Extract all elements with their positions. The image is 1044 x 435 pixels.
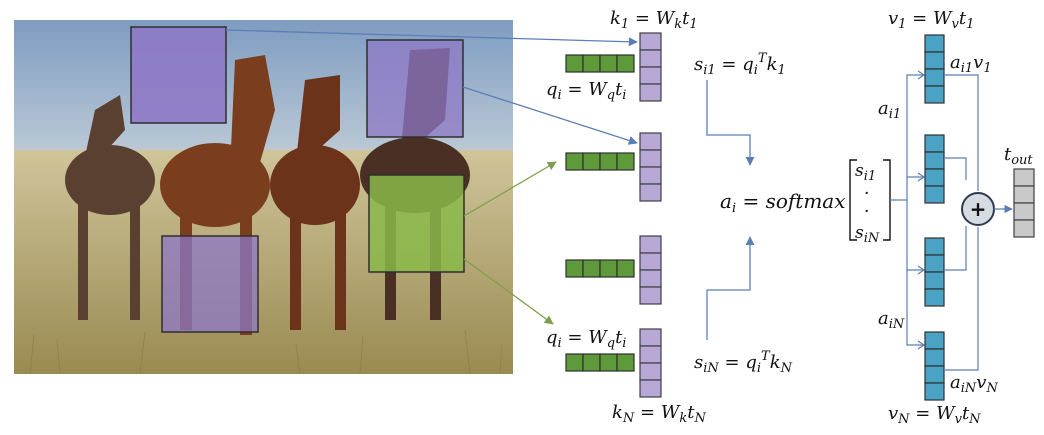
key-vector-3: [639, 235, 662, 305]
patch-key-bottom: [161, 235, 259, 333]
label-ai1: ai1: [878, 98, 901, 122]
arrow-green-to-q-bottom: [463, 258, 554, 325]
patch-query-top: [130, 26, 227, 124]
arrow-patch-to-k2: [462, 86, 638, 145]
patch-key-right-top: [366, 39, 464, 138]
svg-text:·: ·: [864, 184, 869, 204]
label-aiNvN: aiNvN: [950, 372, 998, 396]
arrow-green-to-q: [463, 161, 557, 217]
value-vector-N: [924, 331, 945, 401]
query-vector-1: [565, 54, 635, 73]
svg-text:·: ·: [864, 202, 869, 222]
horse-left: [65, 95, 155, 320]
value-to-sum-lines: [944, 74, 979, 371]
sum-node: +: [961, 192, 995, 226]
label-k1: k1 = Wkt1: [610, 8, 698, 32]
key-vector-N: [639, 328, 662, 398]
score-vector-bracket: si1 · · siN: [849, 159, 891, 246]
label-tout: tout: [1004, 144, 1033, 168]
svg-text:+: +: [970, 197, 987, 221]
svg-text:si1: si1: [855, 161, 876, 184]
label-si1: si1 = qiTk1: [694, 51, 786, 78]
branch-lines: [890, 74, 923, 346]
label-qi-top: qi = Wqti: [546, 79, 626, 103]
label-qi-bottom: qi = Wqti: [546, 327, 626, 351]
query-vector-2: [565, 152, 635, 171]
arrow-si1-to-softmax: [706, 80, 755, 166]
svg-text:siN: siN: [855, 223, 880, 246]
output-vector: [1013, 168, 1035, 238]
value-vector-3: [924, 237, 945, 307]
arrow-siN-to-softmax: [706, 236, 755, 340]
arrow-patch-to-k1: [225, 29, 638, 47]
label-ai1v1: ai1v1: [950, 52, 992, 76]
label-softmax: ai = softmax: [720, 189, 846, 216]
horse-right-center: [270, 75, 360, 330]
query-vector-3: [565, 259, 635, 278]
key-vector-1: [639, 32, 662, 102]
patch-green: [368, 174, 465, 273]
value-vector-2: [924, 134, 945, 204]
value-vector-1: [924, 34, 945, 104]
branch-arrowheads: [917, 70, 926, 350]
key-vector-2: [639, 132, 662, 202]
label-vN: vN = WvtN: [888, 403, 981, 427]
label-kN: kN = WktN: [612, 402, 706, 426]
label-v1: v1 = Wvt1: [888, 8, 974, 32]
label-aiN: aiN: [878, 308, 905, 332]
query-vector-N: [565, 353, 635, 372]
label-siN: siN = qiTkN: [694, 349, 793, 376]
